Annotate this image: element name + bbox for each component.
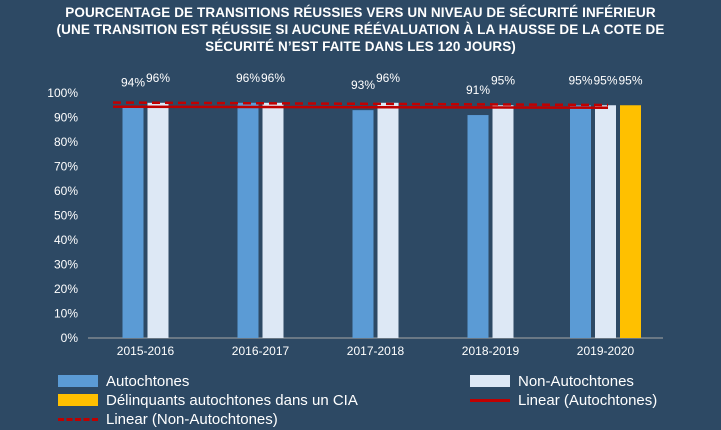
trendline-autochtones <box>112 105 609 109</box>
y-tick-label: 100% <box>47 86 78 100</box>
y-tick-label: 0% <box>61 331 79 345</box>
data-label: 91% <box>466 83 490 97</box>
data-label: 95% <box>491 73 515 87</box>
trendline-non-autochtones <box>112 101 609 107</box>
chart-title: POURCENTAGE DE TRANSITIONS RÉUSSIES VERS… <box>0 4 721 55</box>
data-label: 96% <box>236 71 260 85</box>
x-tick-label: 2017-2018 <box>347 344 405 358</box>
x-tick-label: 2016-2017 <box>232 344 290 358</box>
bar <box>237 102 259 338</box>
y-tick-label: 70% <box>54 160 78 174</box>
data-label: 95% <box>568 73 592 87</box>
y-tick-label: 40% <box>54 233 78 247</box>
data-label: 95% <box>618 73 642 87</box>
chart-title-line-2: (UNE TRANSITION EST RÉUSSIE SI AUCUNE RÉ… <box>56 22 665 37</box>
data-label: 96% <box>261 71 285 85</box>
y-tick-label: 20% <box>54 282 78 296</box>
bar <box>595 105 616 338</box>
chart-title-line-1: POURCENTAGE DE TRANSITIONS RÉUSSIES VERS… <box>65 5 656 20</box>
y-tick-label: 80% <box>54 135 78 149</box>
bar <box>570 105 591 338</box>
bar <box>262 102 284 338</box>
bar <box>122 107 144 338</box>
data-label: 96% <box>146 71 170 85</box>
y-tick-label: 60% <box>54 184 78 198</box>
bar <box>352 110 374 339</box>
bar <box>620 105 641 338</box>
data-label: 96% <box>376 71 400 85</box>
x-tick-label: 2019-2020 <box>577 344 635 358</box>
x-tick-label: 2015-2016 <box>117 344 175 358</box>
bar <box>147 102 169 338</box>
data-label: 95% <box>593 73 617 87</box>
x-tick-label: 2018-2019 <box>462 344 520 358</box>
bar <box>377 102 399 338</box>
data-label: 94% <box>121 76 145 90</box>
y-tick-label: 10% <box>54 307 78 321</box>
y-tick-label: 50% <box>54 209 78 223</box>
y-tick-label: 30% <box>54 258 78 272</box>
y-tick-label: 90% <box>54 111 78 125</box>
chart-title-line-3: SÉCURITÉ N’EST FAITE DANS LES 120 JOURS) <box>205 39 516 54</box>
data-label: 93% <box>351 78 375 92</box>
bar <box>467 115 489 338</box>
bar <box>492 105 514 338</box>
